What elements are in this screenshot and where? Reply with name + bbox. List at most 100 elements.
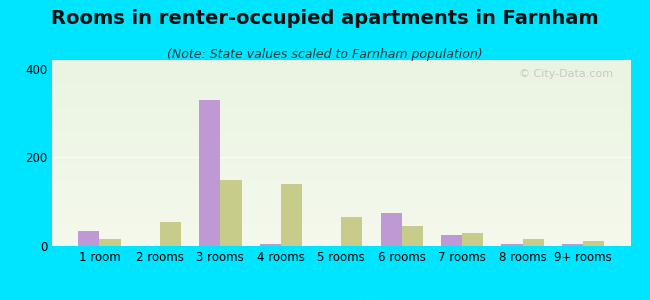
Bar: [52, 216, 630, 217]
Bar: [52, 64, 630, 66]
Bar: [52, 150, 630, 151]
Bar: [441, 235, 462, 246]
Bar: [52, 203, 630, 204]
Bar: [52, 233, 630, 234]
Bar: [52, 185, 630, 187]
Bar: [52, 181, 630, 182]
Bar: [562, 244, 583, 246]
Bar: [52, 125, 630, 126]
Bar: [52, 81, 630, 82]
Bar: [160, 222, 181, 246]
Bar: [52, 202, 630, 203]
Bar: [52, 135, 630, 136]
Bar: [52, 131, 630, 132]
Bar: [52, 164, 630, 165]
Bar: [52, 209, 630, 210]
Bar: [52, 136, 630, 137]
Bar: [52, 239, 630, 240]
Bar: [52, 177, 630, 178]
Bar: [52, 219, 630, 220]
Bar: [52, 76, 630, 77]
Bar: [52, 235, 630, 236]
Bar: [52, 160, 630, 161]
Bar: [52, 128, 630, 129]
Bar: [52, 238, 630, 239]
Bar: [52, 160, 630, 161]
Bar: [52, 192, 630, 193]
Bar: [52, 94, 630, 95]
Bar: [52, 166, 630, 167]
Bar: [52, 153, 630, 154]
Bar: [52, 72, 630, 73]
Bar: [52, 217, 630, 218]
Bar: [281, 184, 302, 246]
Bar: [52, 145, 630, 146]
Bar: [52, 174, 630, 175]
Bar: [52, 243, 630, 244]
Bar: [52, 85, 630, 86]
Bar: [52, 229, 630, 230]
Bar: [52, 201, 630, 202]
Bar: [199, 100, 220, 246]
Bar: [462, 233, 484, 246]
Bar: [52, 132, 630, 133]
Bar: [52, 231, 630, 232]
Bar: [52, 157, 630, 158]
Bar: [52, 122, 630, 123]
Bar: [52, 104, 630, 105]
Bar: [52, 179, 630, 180]
Bar: [52, 133, 630, 134]
Bar: [52, 84, 630, 85]
Bar: [52, 144, 630, 145]
Bar: [52, 215, 630, 216]
Bar: [52, 96, 630, 97]
Bar: [52, 113, 630, 114]
Bar: [52, 178, 630, 179]
Bar: [52, 63, 630, 64]
Bar: [52, 143, 630, 144]
Bar: [52, 115, 630, 116]
Bar: [52, 148, 630, 149]
Bar: [52, 114, 630, 115]
Bar: [52, 67, 630, 68]
Bar: [52, 230, 630, 231]
Bar: [52, 199, 630, 200]
Bar: [52, 223, 630, 224]
Bar: [52, 127, 630, 128]
Bar: [52, 141, 630, 142]
Bar: [52, 211, 630, 212]
Bar: [52, 140, 630, 141]
Bar: [52, 165, 630, 166]
Bar: [52, 110, 630, 111]
Bar: [52, 78, 630, 79]
Bar: [52, 237, 630, 238]
Bar: [52, 107, 630, 108]
Bar: [52, 222, 630, 223]
Bar: [52, 198, 630, 199]
Bar: [52, 163, 630, 164]
Bar: [501, 244, 523, 246]
Bar: [52, 151, 630, 152]
Bar: [52, 161, 630, 162]
Bar: [52, 242, 630, 243]
Bar: [52, 111, 630, 112]
Bar: [52, 126, 630, 127]
Bar: [52, 225, 630, 226]
Bar: [52, 89, 630, 90]
Bar: [52, 196, 630, 197]
Bar: [52, 116, 630, 117]
Bar: [52, 167, 630, 168]
Bar: [52, 244, 630, 245]
Bar: [52, 103, 630, 104]
Bar: [52, 194, 630, 195]
Bar: [52, 137, 630, 138]
Bar: [52, 70, 630, 71]
Bar: [52, 162, 630, 163]
Bar: [52, 197, 630, 198]
Bar: [52, 99, 630, 100]
Bar: [52, 118, 630, 119]
Bar: [52, 159, 630, 160]
Bar: [52, 168, 630, 169]
Bar: [52, 156, 630, 157]
Bar: [52, 142, 630, 143]
